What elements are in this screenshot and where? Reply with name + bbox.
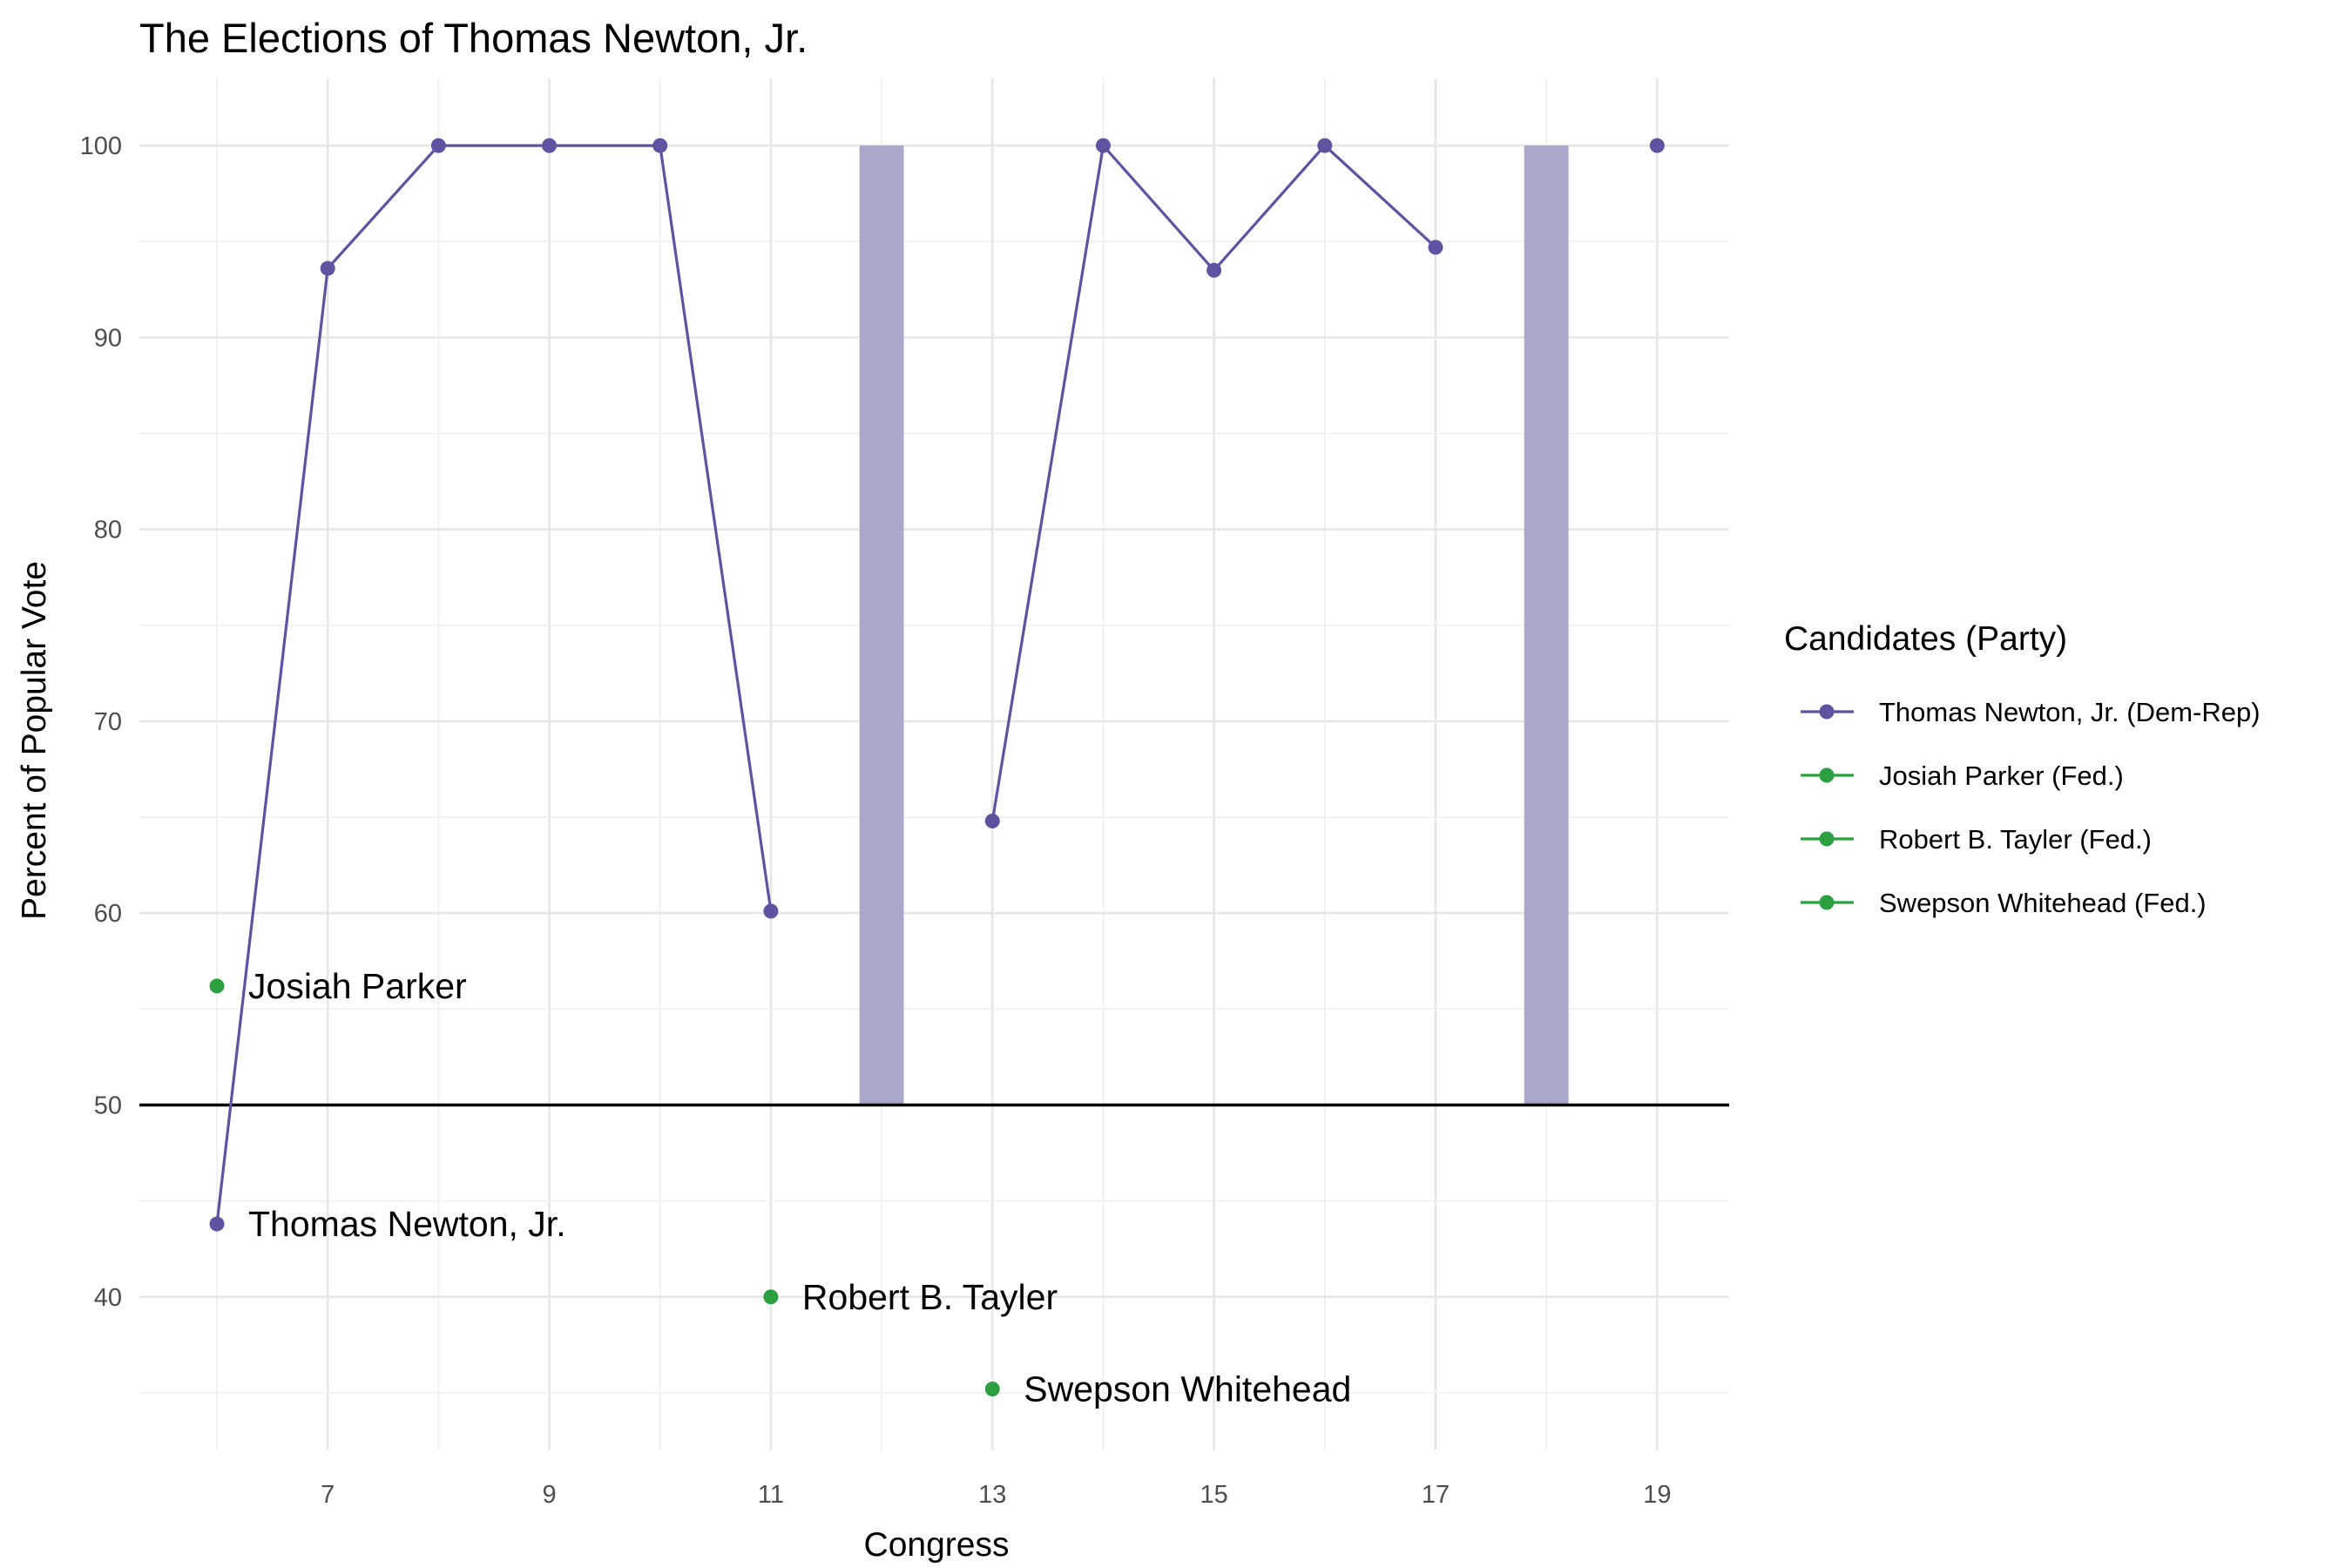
legend-title: Candidates (Party) [1784,620,2067,658]
data-point [1317,138,1333,153]
data-point [1095,138,1111,153]
legend-key-point [1819,895,1835,910]
x-tick-label: 15 [1200,1481,1227,1509]
point-label: Robert B. Tayler [802,1277,1058,1317]
data-point [1649,138,1665,153]
data-point [430,138,446,153]
x-tick-label: 7 [321,1481,335,1509]
y-tick-label: 70 [94,708,122,736]
legend-label: Swepson Whitehead (Fed.) [1879,888,2207,918]
x-tick-label: 13 [978,1481,1006,1509]
x-axis-title: Congress [864,1526,1010,1564]
y-tick-label: 80 [94,517,122,544]
legend-label: Thomas Newton, Jr. (Dem-Rep) [1879,697,2261,727]
point-label: Josiah Parker [248,966,467,1006]
grid [139,78,1729,1450]
legend-key-point [1819,831,1835,847]
data-point [763,1289,779,1305]
x-axis-ticks: 7 9 11 13 15 17 19 [321,1481,1671,1509]
data-point [320,260,335,276]
point-label: Swepson Whitehead [1024,1369,1351,1409]
chart-title: The Elections of Thomas Newton, Jr. [139,15,808,61]
series-lines [215,144,1437,1225]
y-tick-label: 90 [94,324,122,352]
series-points [209,138,1665,1397]
legend: Candidates (Party) Thomas Newton, Jr. (D… [1784,620,2261,918]
legend-key-point [1819,704,1835,720]
y-tick-label: 60 [94,900,122,928]
legend-items: Thomas Newton, Jr. (Dem-Rep) Josiah Parke… [1801,697,2261,918]
legend-label: Robert B. Tayler (Fed.) [1879,824,2152,855]
y-tick-label: 40 [94,1284,122,1312]
data-point [209,978,225,994]
y-axis-ticks: 40 50 60 70 80 90 100 [80,132,122,1312]
uncontested-bar [1524,145,1569,1105]
data-point [652,138,668,153]
series-line [215,144,773,1225]
point-label: Thomas Newton, Jr. [248,1204,566,1244]
data-point [984,813,1000,828]
data-point [984,1382,1000,1397]
uncontested-bar [859,145,904,1105]
legend-key-point [1819,767,1835,783]
data-point [1206,262,1222,278]
uncontested-bars [859,145,1569,1105]
x-tick-label: 17 [1422,1481,1450,1509]
data-point [1428,240,1443,255]
x-tick-label: 19 [1643,1481,1671,1509]
y-tick-label: 50 [94,1092,122,1119]
data-point [763,903,779,919]
legend-label: Josiah Parker (Fed.) [1879,760,2124,791]
y-axis-title: Percent of Popular Vote [16,561,53,920]
x-tick-label: 9 [542,1481,556,1509]
data-point [542,138,558,153]
y-tick-label: 100 [80,132,122,160]
data-point [209,1216,225,1232]
x-tick-label: 11 [758,1481,784,1509]
point-annotations: Josiah Parker Thomas Newton, Jr. Robert B.… [248,966,1351,1409]
